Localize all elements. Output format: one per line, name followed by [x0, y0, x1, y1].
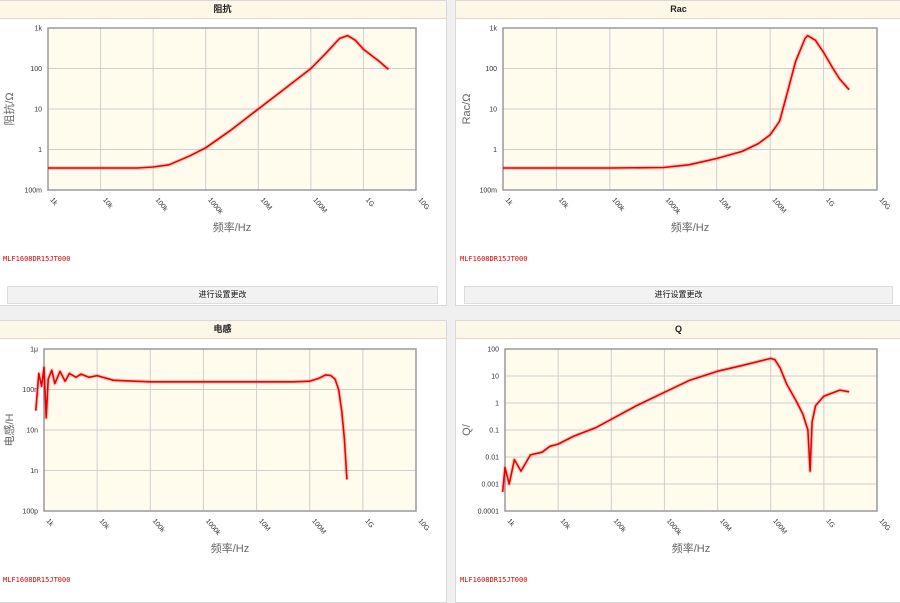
x-axis-label: 频率/Hz [213, 220, 252, 234]
x-tick-label: 1000k [664, 197, 682, 216]
q-chart: 1k 10k 100k 1000k 10M 100M 1G 10G 0.0001 0.001 0.0… [461, 347, 891, 556]
x-tick-label: 10k [559, 518, 572, 532]
y-axis-label: Q/ [461, 423, 473, 436]
chart-title: Rac [456, 1, 900, 19]
impedance-chart: 1k 10k 100k 1000k 10M 100M 1G 10G 100m 1 10 100 1k 频率… [2, 26, 430, 235]
y-tick-label: 1k [35, 26, 43, 33]
y-tick-label: 10 [489, 107, 497, 114]
y-tick-label: 10 [491, 374, 499, 381]
plot-frame [47, 27, 417, 191]
x-tick-label: 10G [877, 197, 891, 212]
chart-title: 阻抗 [0, 1, 446, 19]
x-tick-label: 10M [718, 518, 732, 533]
series-line [35, 366, 348, 480]
y-tick-label: 0.01 [485, 455, 499, 462]
y-tick-label: 10n [26, 428, 38, 435]
x-tick-label: 100M [311, 197, 328, 215]
plot-frame [504, 348, 878, 512]
plot-frame [502, 27, 878, 191]
y-tick-label: 1n [30, 468, 38, 475]
y-tick-label: 100p [22, 509, 38, 516]
rac-chart: 1k 10k 100k 1000k 10M 100M 1G 10G 100m 1 10 100 1k 频率… [461, 26, 891, 235]
plot-frame [43, 348, 417, 512]
x-tick-label: 1k [48, 197, 58, 208]
part-number: MLF1608DR15JT000 [3, 255, 71, 263]
y-tick-label: 1k [490, 26, 498, 33]
y-tick-label: 100n [22, 387, 38, 394]
y-tick-label: 0.001 [481, 482, 499, 489]
part-number: MLF1608DR15JT000 [460, 576, 528, 584]
y-axis-label: 阻抗/Ω [2, 92, 16, 125]
y-tick-label: 100m [24, 188, 42, 195]
x-axis-label: 频率/Hz [671, 220, 710, 234]
chart-panel-rac: Rac 1k 10k 100k 1000k 10M 100M 1G 10G 100m 1 10 100… [455, 0, 900, 306]
y-axis-label: Rac/Ω [461, 94, 473, 125]
x-tick-label: 10G [877, 518, 891, 533]
chart-panel-impedance: 阻抗 1k 10k 100k 1000k 10M 100M 1G 10G 100m 1 10 100 1… [0, 0, 447, 306]
x-tick-label: 10M [257, 518, 271, 533]
y-tick-label: 1μ [30, 347, 38, 354]
y-tick-label: 100 [487, 347, 499, 354]
y-tick-label: 1 [495, 401, 499, 408]
y-tick-label: 10 [34, 107, 42, 114]
settings-change-button[interactable]: 进行设置更改 [7, 286, 438, 304]
x-tick-label: 10M [717, 197, 731, 212]
x-tick-label: 1G [364, 197, 375, 209]
series-line [48, 34, 390, 169]
y-tick-label: 0.1 [489, 428, 499, 435]
inductance-chart: 1k 10k 100k 1000k 10M 100M 1G 10G 100p 1n 10n 100n 1… [3, 347, 430, 556]
x-tick-label: 10G [416, 197, 430, 212]
x-tick-label: 10k [557, 197, 570, 211]
chart-title: 电感 [0, 321, 446, 339]
x-tick-label: 1000k [665, 518, 683, 537]
x-tick-label: 100k [612, 518, 627, 535]
y-tick-label: 100 [485, 66, 497, 73]
part-number: MLF1608DR15JT000 [460, 255, 528, 263]
x-axis-label: 频率/Hz [672, 541, 711, 555]
chart-panel-q: Q 1k 10k 100k 1000k 10M 100M 1G 10G 0.0001 0.001 0… [455, 320, 900, 603]
x-tick-label: 100M [771, 197, 788, 215]
x-tick-label: 1k [44, 518, 54, 529]
x-tick-label: 10G [416, 518, 430, 533]
y-tick-label: 100m [479, 188, 497, 195]
x-tick-label: 100M [310, 518, 327, 536]
x-tick-label: 100k [154, 197, 169, 214]
x-tick-label: 1000k [206, 197, 224, 216]
x-tick-label: 1G [824, 197, 835, 209]
x-tick-label: 1k [505, 518, 515, 529]
series-line [501, 357, 850, 493]
y-tick-label: 1 [493, 147, 497, 154]
settings-change-button[interactable]: 进行设置更改 [464, 286, 893, 304]
x-tick-label: 100k [610, 197, 625, 214]
y-tick-label: 1 [38, 147, 42, 154]
chart-panel-inductance: 电感 1k 10k 100k 1000k 10M 100M 1G 10G 100p 1n 10n 10… [0, 320, 447, 603]
x-tick-label: 100M [771, 518, 788, 536]
x-axis-label: 频率/Hz [211, 541, 250, 555]
x-tick-label: 1000k [204, 518, 222, 537]
y-axis-label: 电感/H [3, 413, 16, 446]
x-tick-label: 1k [503, 197, 513, 208]
chart-title: Q [456, 321, 900, 339]
x-tick-label: 10k [101, 197, 114, 211]
y-tick-label: 100 [30, 66, 42, 73]
x-tick-label: 10M [259, 197, 273, 212]
part-number: MLF1608DR15JT000 [3, 576, 71, 584]
x-tick-label: 1G [363, 518, 374, 530]
series-line [503, 34, 850, 169]
y-tick-label: 0.0001 [478, 509, 500, 516]
x-tick-label: 100k [151, 518, 166, 535]
x-tick-label: 1G [824, 518, 835, 530]
x-tick-label: 10k [98, 518, 111, 532]
